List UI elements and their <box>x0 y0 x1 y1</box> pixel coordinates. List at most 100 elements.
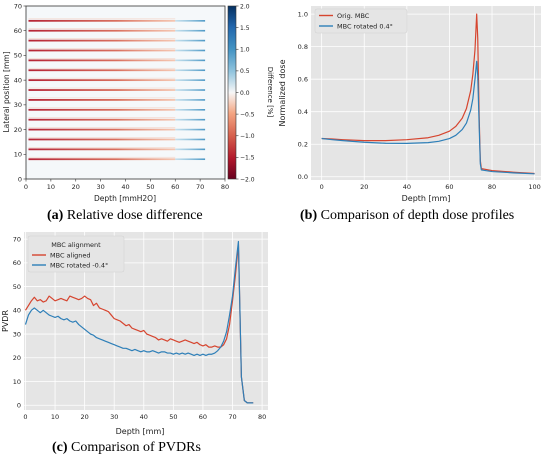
dose-y-tick-label: 0.0 <box>298 173 308 181</box>
heatmap-pale-stripe <box>28 18 176 20</box>
pvdr-y-tick-label: 50 <box>13 283 21 291</box>
heatmap-x-tick-label: 30 <box>96 183 104 191</box>
caption-a: (a) Relative dose difference <box>47 208 203 224</box>
heatmap-x-tick-label: 10 <box>47 183 55 191</box>
series-aligned-line <box>24 243 254 404</box>
dose-x-ticks: 0 20 40 60 80 100 <box>320 183 541 191</box>
colorbar-tick-label: 2.0 <box>240 3 250 10</box>
heatmap-x-tick-label: 40 <box>121 183 129 191</box>
colorbar-ticks: 2.0 1.5 1.0 0.5 0.0 −0.5 −1.0 −1.5 −2.0 <box>236 3 255 183</box>
colorbar-tick-label: 1.0 <box>240 47 250 54</box>
heatmap-red-stripe <box>28 49 176 52</box>
heatmap-pale-stripe <box>28 127 176 128</box>
heatmap-x-tick-label: 60 <box>171 183 179 191</box>
heatmap-red-stripe <box>28 19 176 22</box>
dose-grid <box>311 6 541 180</box>
pvdr-x-tick-label: 70 <box>228 413 236 421</box>
dose-y-label: Normalized dose <box>278 59 287 126</box>
heatmap-y-tick-label: 50 <box>14 52 22 60</box>
heatmap-pale-stripe <box>28 48 176 49</box>
caption-b: (b) Comparison of depth dose profiles <box>300 208 514 224</box>
dose-y-tick-label: 1.0 <box>298 10 308 18</box>
legend-aligned-label: MBC aligned <box>50 252 91 260</box>
legend-title: MBC alignment <box>51 241 101 249</box>
heatmap-pale-stripe <box>28 67 176 69</box>
panel-b-chart: 0 20 40 60 80 100 0.0 0.2 0.4 0.6 0.8 1.0 Depth [m… <box>278 6 541 203</box>
series-rotated-mbc-line <box>321 60 535 175</box>
heatmap-blue-stripe <box>175 99 206 101</box>
heatmap-pale-stripe <box>28 117 176 118</box>
heatmap-blue-stripe <box>175 138 206 141</box>
pvdr-x-tick-label: 40 <box>140 413 148 421</box>
heatmap-blue-stripe <box>175 118 206 121</box>
heatmap-pale-stripe <box>28 107 176 109</box>
caption-c-label: (c) <box>52 440 68 455</box>
heatmap-blue-stripe <box>175 29 206 32</box>
heatmap-blue-stripe <box>175 39 206 42</box>
dose-x-tick-label: 100 <box>528 183 540 191</box>
heatmap-x-tick-label: 0 <box>24 183 28 191</box>
pvdr-x-ticks: 0 10 20 30 40 50 60 70 80 <box>23 413 266 421</box>
heatmap-y-tick-label: 40 <box>14 76 22 84</box>
heatmap-pale-stripe <box>28 137 176 138</box>
caption-b-text: Comparison of depth dose profiles <box>320 208 515 223</box>
legend-rotated-label: MBC rotated 0.4° <box>337 23 393 31</box>
heatmap-blue-stripe <box>175 89 206 91</box>
pvdr-x-tick-label: 20 <box>80 413 88 421</box>
pvdr-x-label: Depth [mm] <box>116 427 165 436</box>
caption-c: (c) Comparison of PVDRs <box>52 440 201 456</box>
panel-a-chart: 0 10 20 30 40 50 60 70 80 0 10 20 30 40 50 60 70 Depth … <box>2 2 274 203</box>
heatmap-blue-stripe <box>175 148 206 151</box>
heatmap-red-stripe <box>28 89 176 91</box>
colorbar-tick-label: −1.5 <box>240 155 255 162</box>
heatmap-pale-stripe <box>28 28 176 30</box>
dose-x-tick-label: 60 <box>445 183 453 191</box>
heatmap-blue-stripe <box>175 59 206 62</box>
heatmap-red-stripe <box>28 69 176 72</box>
colorbar-tick-label: −2.0 <box>240 176 255 183</box>
pvdr-y-tick-label: 10 <box>13 378 21 386</box>
dose-x-tick-label: 40 <box>403 183 411 191</box>
heatmap-x-ticks: 0 10 20 30 40 50 60 70 80 <box>24 179 229 191</box>
heatmap-red-stripe <box>28 59 176 62</box>
pvdr-y-tick-label: 70 <box>13 235 21 243</box>
dose-legend: Orig. MBC MBC rotated 0.4° <box>314 8 408 34</box>
dose-x-label: Depth [mm] <box>402 194 451 203</box>
dose-plot-area <box>311 6 541 180</box>
heatmap-y-ticks: 0 10 20 30 40 50 60 70 <box>14 2 26 183</box>
heatmap-y-tick-label: 70 <box>14 2 22 10</box>
colorbar-tick-label: −0.5 <box>240 111 255 118</box>
colorbar-tick-label: 0.0 <box>240 90 250 97</box>
heatmap-x-tick-label: 20 <box>72 183 80 191</box>
colorbar-tick-label: 1.5 <box>240 25 250 32</box>
dose-x-tick-label: 20 <box>360 183 368 191</box>
heatmap-red-stripe <box>28 118 176 121</box>
heatmap-x-label: Depth [mmH2O] <box>94 194 156 203</box>
heatmap-stripes <box>28 18 206 161</box>
heatmap-red-stripe <box>28 138 176 141</box>
heatmap-blue-stripe <box>175 128 206 131</box>
heatmap-red-stripe <box>28 99 176 101</box>
pvdr-x-tick-label: 50 <box>169 413 177 421</box>
pvdr-y-tick-label: 20 <box>13 354 21 362</box>
heatmap-red-stripe <box>28 148 176 151</box>
pvdr-x-tick-label: 80 <box>258 413 266 421</box>
heatmap-y-tick-label: 20 <box>14 126 22 134</box>
heatmap-pale-stripe <box>28 97 176 99</box>
heatmap-pale-stripe <box>28 87 176 89</box>
dose-y-tick-label: 0.2 <box>298 141 308 149</box>
panel-c-chart: 0 10 20 30 40 50 60 70 80 0 10 20 30 40 50 60 70 Depth … <box>1 232 268 436</box>
caption-c-text: Comparison of PVDRs <box>71 440 201 455</box>
heatmap-red-stripe <box>28 29 176 32</box>
pvdr-y-ticks: 0 10 20 30 40 50 60 70 <box>13 235 21 409</box>
pvdr-y-tick-label: 40 <box>13 307 21 315</box>
heatmap-pale-stripe <box>28 77 176 79</box>
pvdr-x-tick-label: 0 <box>23 413 27 421</box>
heatmap-pale-stripe <box>28 147 176 148</box>
pvdr-y-tick-label: 60 <box>13 259 21 267</box>
colorbar-label: Difference [%] <box>266 67 274 118</box>
heatmap-red-stripe <box>28 158 176 161</box>
heatmap-blue-stripe <box>175 20 206 22</box>
dose-y-tick-label: 0.8 <box>298 43 308 51</box>
heatmap-x-tick-label: 50 <box>146 183 154 191</box>
